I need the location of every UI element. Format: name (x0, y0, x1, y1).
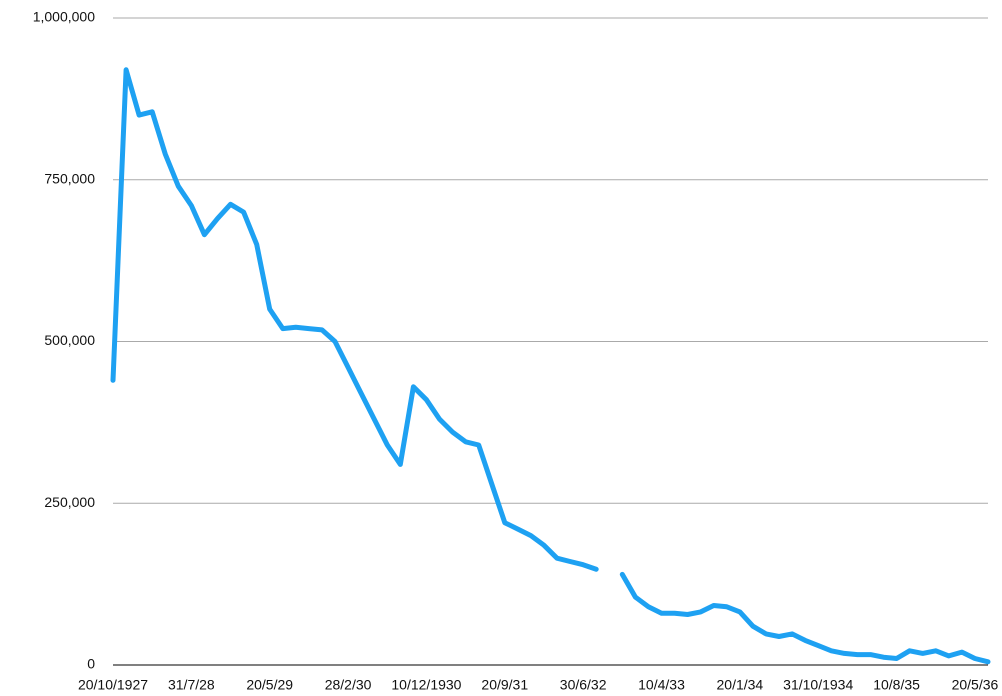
x-tick-label: 10/4/33 (638, 677, 685, 693)
y-tick-label: 250,000 (44, 494, 95, 510)
x-tick-label: 10/8/35 (873, 677, 920, 693)
data-line (110, 67, 991, 665)
x-tick-label: 31/10/1934 (783, 677, 853, 693)
y-tick-label: 750,000 (44, 170, 95, 186)
y-tick-label: 0 (87, 656, 95, 672)
x-tick-label: 20/1/34 (717, 677, 764, 693)
x-tick-label: 20/5/36 (952, 677, 999, 693)
x-tick-label: 30/6/32 (560, 677, 607, 693)
x-tick-label: 20/5/29 (246, 677, 293, 693)
x-tick-label: 10/12/1930 (391, 677, 461, 693)
x-tick-label: 31/7/28 (168, 677, 215, 693)
y-tick-label: 500,000 (44, 332, 95, 348)
y-tick-label: 1,000,000 (33, 9, 95, 25)
x-tick-label: 28/2/30 (325, 677, 372, 693)
x-tick-label: 20/9/31 (481, 677, 528, 693)
x-tick-label: 20/10/1927 (78, 677, 148, 693)
